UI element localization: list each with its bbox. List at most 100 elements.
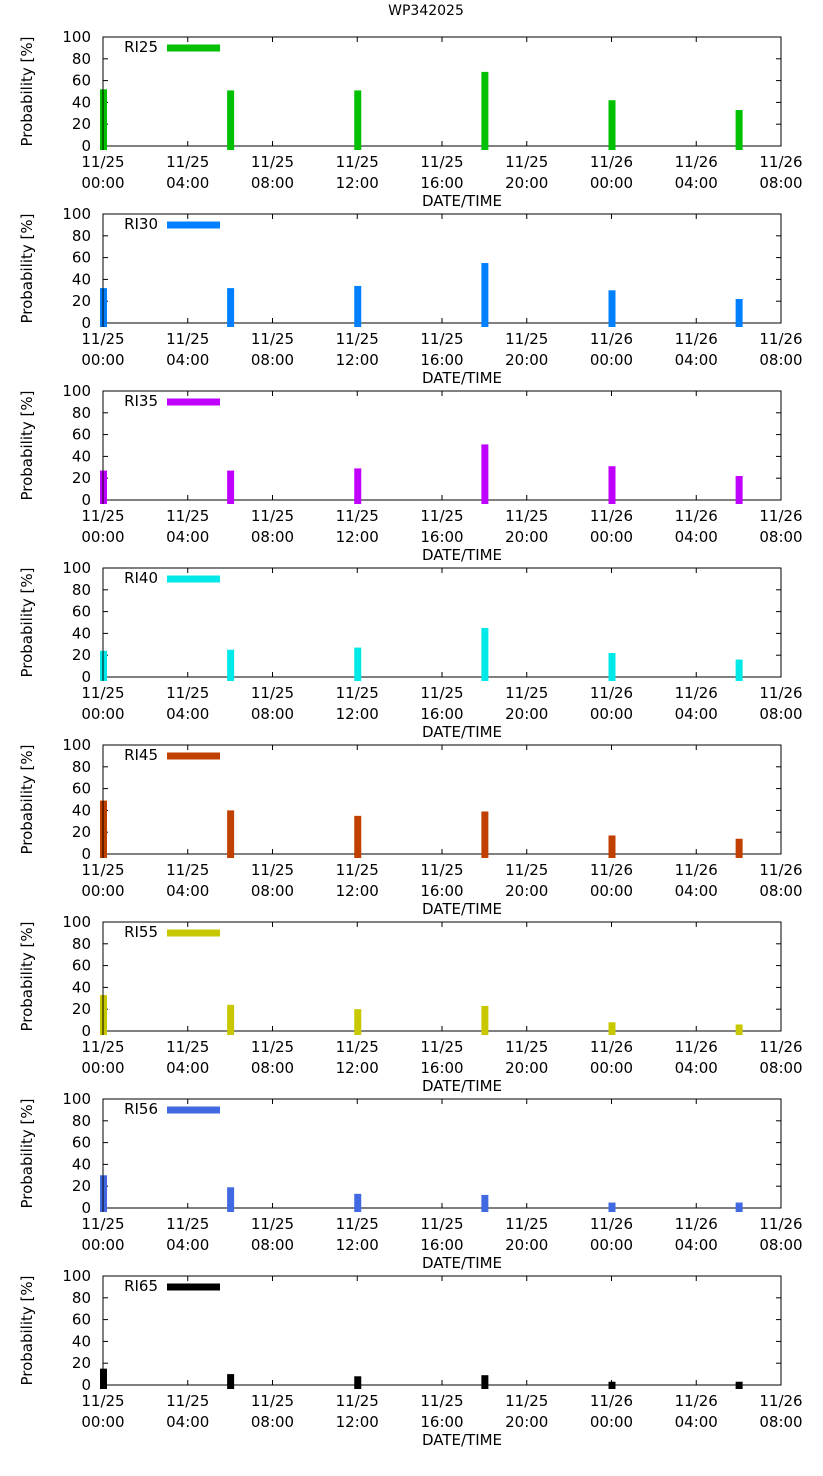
x-tick-label-date: 11/25 — [166, 684, 209, 702]
y-tick-label: 100 — [62, 382, 91, 400]
x-tick-label-date: 11/25 — [505, 861, 548, 879]
x-tick-label-time: 04:00 — [166, 174, 209, 192]
y-tick-label: 60 — [72, 957, 91, 975]
bar — [735, 299, 743, 327]
y-tick-label: 60 — [72, 1134, 91, 1152]
x-tick-label-date: 11/26 — [590, 507, 633, 525]
x-tick-label-time: 16:00 — [420, 705, 463, 723]
y-tick-label: 20 — [72, 292, 91, 310]
x-tick-label-time: 20:00 — [505, 705, 548, 723]
x-tick-label-date: 11/25 — [251, 684, 294, 702]
x-tick-label-date: 11/25 — [505, 507, 548, 525]
x-tick-label-date: 11/26 — [675, 1038, 718, 1056]
x-tick-label-date: 11/25 — [166, 1215, 209, 1233]
x-tick-label-date: 11/25 — [505, 1215, 548, 1233]
x-tick-label-time: 00:00 — [590, 174, 633, 192]
x-tick-label-time: 16:00 — [420, 1413, 463, 1431]
x-tick-label-time: 16:00 — [420, 174, 463, 192]
x-tick-label-time: 00:00 — [81, 1236, 124, 1254]
x-axis-title: DATE/TIME — [422, 1077, 502, 1095]
x-tick-label-date: 11/25 — [505, 330, 548, 348]
x-tick-label-time: 04:00 — [675, 1413, 718, 1431]
y-tick-label: 80 — [72, 1289, 91, 1307]
x-tick-label-date: 11/25 — [166, 861, 209, 879]
bar — [608, 653, 616, 681]
bar — [481, 71, 489, 150]
bar — [354, 1376, 362, 1389]
bar — [735, 659, 743, 681]
bar — [608, 1381, 616, 1389]
x-tick-label-date: 11/25 — [251, 153, 294, 171]
x-tick-label-time: 08:00 — [251, 174, 294, 192]
y-tick-label: 60 — [72, 72, 91, 90]
x-tick-label-time: 00:00 — [81, 882, 124, 900]
x-axis-title: DATE/TIME — [422, 1431, 502, 1449]
x-tick-label-date: 11/25 — [336, 1038, 379, 1056]
x-tick-label-date: 11/25 — [251, 861, 294, 879]
y-tick-label: 40 — [72, 447, 91, 465]
x-tick-label-time: 04:00 — [675, 882, 718, 900]
x-tick-label-time: 04:00 — [166, 528, 209, 546]
x-tick-label-time: 20:00 — [505, 1236, 548, 1254]
x-tick-label-date: 11/26 — [675, 330, 718, 348]
x-tick-label-date: 11/25 — [251, 1038, 294, 1056]
chart-panel-ri45: 0 20 40 60 80 100 11/25 00:00 11/25 04:00 11/25 08:… — [18, 736, 803, 918]
bar — [608, 835, 616, 858]
x-tick-label-date: 11/26 — [590, 1038, 633, 1056]
chart-panel-ri56: 0 20 40 60 80 100 11/25 00:00 11/25 04:00 11/25 08:… — [18, 1090, 803, 1272]
x-tick-label-time: 16:00 — [420, 1059, 463, 1077]
legend-label: RI55 — [124, 923, 158, 941]
bar — [481, 263, 489, 327]
x-tick-label-date: 11/25 — [336, 1215, 379, 1233]
x-tick-label-time: 00:00 — [590, 528, 633, 546]
y-tick-label: 40 — [72, 93, 91, 111]
y-tick-label: 0 — [81, 314, 91, 332]
x-tick-label-date: 11/25 — [420, 1038, 463, 1056]
x-tick-label-time: 08:00 — [251, 1236, 294, 1254]
y-tick-label: 20 — [72, 646, 91, 664]
x-tick-label-date: 11/26 — [675, 1215, 718, 1233]
bar — [481, 1375, 489, 1389]
legend-label: RI30 — [124, 215, 158, 233]
x-tick-label-time: 00:00 — [81, 1059, 124, 1077]
x-tick-label-date: 11/25 — [420, 507, 463, 525]
x-tick-label-date: 11/25 — [81, 330, 124, 348]
x-axis-title: DATE/TIME — [422, 546, 502, 564]
x-axis-title: DATE/TIME — [422, 900, 502, 918]
chart-panel-ri65: 0 20 40 60 80 100 11/25 00:00 11/25 04:00 11/25 08:… — [18, 1267, 803, 1449]
bar — [354, 90, 362, 150]
bar — [481, 444, 489, 504]
x-tick-label-date: 11/26 — [759, 507, 802, 525]
x-tick-label-date: 11/25 — [505, 153, 548, 171]
bar — [608, 100, 616, 150]
x-tick-label-time: 04:00 — [675, 528, 718, 546]
x-tick-label-time: 20:00 — [505, 1413, 548, 1431]
x-tick-label-time: 00:00 — [590, 1059, 633, 1077]
y-tick-label: 0 — [81, 137, 91, 155]
x-tick-label-time: 08:00 — [251, 1413, 294, 1431]
x-tick-label-time: 00:00 — [81, 705, 124, 723]
plot-frame — [102, 213, 782, 324]
x-tick-label-date: 11/25 — [166, 1392, 209, 1410]
x-tick-label-time: 04:00 — [675, 1236, 718, 1254]
bar — [735, 1202, 743, 1212]
x-tick-label-time: 12:00 — [336, 1059, 379, 1077]
x-tick-label-date: 11/26 — [590, 1392, 633, 1410]
x-tick-label-time: 12:00 — [336, 1236, 379, 1254]
y-tick-label: 0 — [81, 668, 91, 686]
y-tick-label: 0 — [81, 845, 91, 863]
x-tick-label-date: 11/25 — [81, 1392, 124, 1410]
bar — [227, 649, 235, 681]
y-tick-label: 60 — [72, 780, 91, 798]
y-tick-label: 40 — [72, 270, 91, 288]
y-tick-label: 100 — [62, 1090, 91, 1108]
x-tick-label-time: 00:00 — [590, 882, 633, 900]
x-tick-label-time: 04:00 — [166, 1413, 209, 1431]
x-tick-label-time: 00:00 — [81, 1413, 124, 1431]
x-tick-label-date: 11/25 — [420, 153, 463, 171]
x-tick-label-date: 11/26 — [759, 1392, 802, 1410]
y-tick-label: 20 — [72, 1177, 91, 1195]
bar — [354, 1193, 362, 1212]
x-tick-label-time: 04:00 — [166, 1236, 209, 1254]
x-tick-label-date: 11/25 — [81, 507, 124, 525]
